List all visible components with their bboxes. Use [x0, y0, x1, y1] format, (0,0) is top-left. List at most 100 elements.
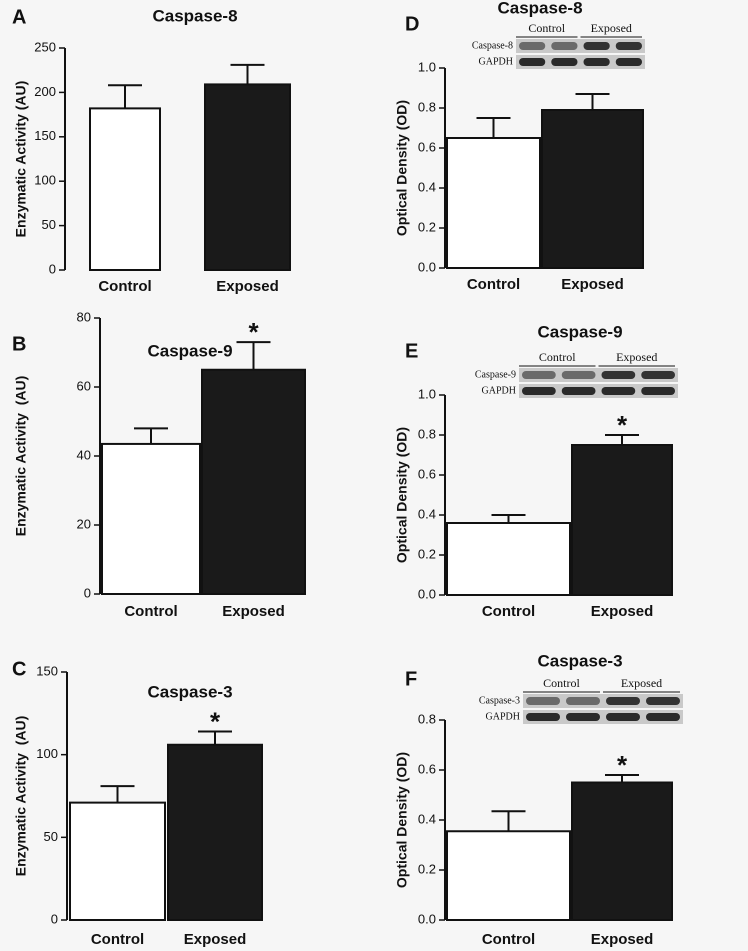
- blot-row-label: GAPDH: [486, 711, 520, 722]
- y-tick-label: 0.8: [418, 711, 436, 726]
- y-tick-label: 0.4: [418, 179, 436, 194]
- blot-row-label: GAPDH: [479, 56, 513, 67]
- x-tick-label: Exposed: [591, 931, 654, 948]
- bar: [446, 137, 541, 269]
- y-tick-label: 0.8: [418, 426, 436, 441]
- y-tick-label: 0.2: [418, 861, 436, 876]
- panel-letter: D: [405, 13, 419, 35]
- blot-band: [566, 713, 600, 721]
- x-tick-label: Exposed: [222, 603, 285, 620]
- x-tick-label: Exposed: [561, 276, 624, 293]
- y-tick-label: 40: [77, 447, 91, 462]
- blot-group-label: Control: [539, 350, 576, 364]
- blot-band: [519, 58, 546, 66]
- x-tick-label: Control: [124, 603, 177, 620]
- blot-band: [522, 387, 556, 395]
- chart-title: Caspase-8: [152, 6, 237, 25]
- x-tick-label: Control: [98, 278, 151, 295]
- y-tick-label: 200: [34, 84, 56, 99]
- bar: [201, 368, 306, 595]
- y-tick-label: 60: [77, 378, 91, 393]
- blot-strip: [516, 39, 645, 53]
- blot-strip: [519, 384, 678, 398]
- bar: [204, 83, 291, 271]
- x-tick-label: Exposed: [216, 278, 279, 295]
- y-tick-label: 80: [77, 309, 91, 324]
- chart-title: Caspase-9: [537, 322, 622, 341]
- chart-title: Caspase-9: [147, 341, 232, 360]
- blot-band: [551, 42, 578, 50]
- chart-title: Caspase-8: [497, 0, 582, 17]
- y-axis-label: Optical Density (OD): [394, 427, 410, 563]
- blot-band: [526, 713, 560, 721]
- y-tick-label: 0.0: [418, 586, 436, 601]
- y-tick-label: 0.0: [418, 259, 436, 274]
- blot-strip: [523, 710, 683, 724]
- blot-band: [526, 697, 560, 705]
- blot-strip: [519, 368, 678, 382]
- bar: [571, 444, 673, 596]
- panel-letter: A: [12, 6, 26, 28]
- blot-row-label: GAPDH: [482, 385, 516, 396]
- y-tick-label: 20: [77, 516, 91, 531]
- blot-band: [615, 42, 642, 50]
- bar: [89, 107, 161, 271]
- significance-marker: *: [617, 750, 628, 780]
- blot-row-label: Caspase-8: [472, 40, 513, 51]
- y-tick-label: 0: [84, 585, 91, 600]
- panel-letter: C: [12, 658, 26, 680]
- x-tick-label: Control: [482, 603, 535, 620]
- blot-band: [519, 42, 546, 50]
- panel-letter: B: [12, 333, 26, 355]
- y-tick-label: 0.2: [418, 546, 436, 561]
- y-tick-label: 0.0: [418, 911, 436, 926]
- y-tick-label: 0.6: [418, 139, 436, 154]
- blot-band: [551, 58, 578, 66]
- blot-band: [646, 713, 680, 721]
- blot-row-label: Caspase-9: [475, 369, 516, 380]
- blot-group-label: Control: [528, 21, 565, 35]
- y-axis-label: Enzymatic Activity (AU): [13, 716, 29, 877]
- blot-group-label: Control: [543, 676, 580, 690]
- blot-band: [606, 697, 640, 705]
- x-tick-label: Exposed: [184, 931, 247, 948]
- y-tick-label: 0.6: [418, 466, 436, 481]
- blot-band: [522, 371, 556, 379]
- blot-strip: [516, 55, 645, 69]
- y-tick-label: 0: [51, 911, 58, 926]
- blot-band: [641, 371, 675, 379]
- y-tick-label: 250: [34, 39, 56, 54]
- x-tick-label: Control: [91, 931, 144, 948]
- y-tick-label: 50: [42, 217, 56, 232]
- blot-group-label: Exposed: [621, 676, 662, 690]
- y-tick-label: 0.4: [418, 811, 436, 826]
- bar: [541, 109, 644, 269]
- y-tick-label: 0.8: [418, 99, 436, 114]
- significance-marker: *: [248, 317, 259, 347]
- y-axis-label: Enzymatic Activity (AU): [13, 81, 29, 238]
- blot-band: [561, 387, 596, 395]
- y-tick-label: 0: [49, 261, 56, 276]
- y-tick-label: 50: [44, 829, 58, 844]
- blot-band: [583, 42, 610, 50]
- blot-group-label: Exposed: [591, 21, 632, 35]
- chart-title: Caspase-3: [537, 651, 622, 670]
- y-tick-label: 0.6: [418, 761, 436, 776]
- y-tick-label: 100: [36, 746, 58, 761]
- y-tick-label: 0.4: [418, 506, 436, 521]
- chart-title: Caspase-3: [147, 682, 232, 701]
- blot-row-label: Caspase-3: [479, 695, 520, 706]
- blot-band: [641, 387, 675, 395]
- blot-band: [566, 697, 600, 705]
- y-axis-label: Optical Density (OD): [394, 752, 410, 888]
- x-tick-label: Control: [467, 276, 520, 293]
- blot-band: [583, 58, 610, 66]
- x-tick-label: Exposed: [591, 603, 654, 620]
- bar: [101, 442, 201, 595]
- blot-band: [615, 58, 642, 66]
- bar: [167, 743, 263, 921]
- y-tick-label: 150: [34, 128, 56, 143]
- y-tick-label: 1.0: [418, 59, 436, 74]
- bar: [446, 522, 571, 596]
- bar: [571, 781, 673, 921]
